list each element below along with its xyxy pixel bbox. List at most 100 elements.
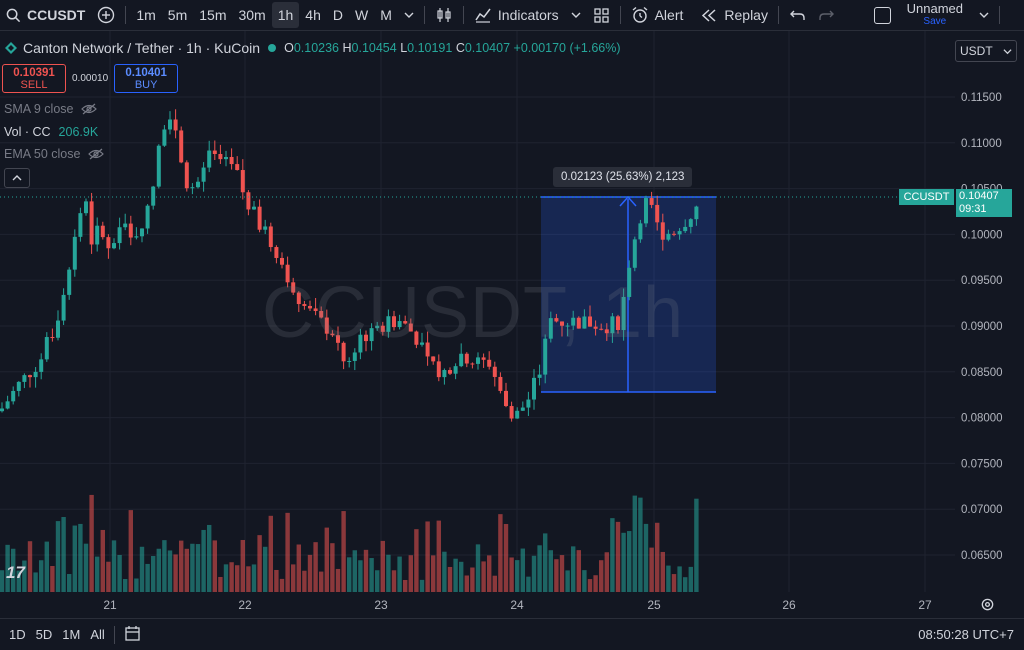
eye-off-icon[interactable] — [88, 148, 105, 160]
volume-bar — [352, 550, 357, 592]
currency-selector[interactable]: USDT — [955, 40, 1017, 62]
date-range-button[interactable] — [119, 625, 146, 645]
indicators-button[interactable]: Indicators — [468, 0, 565, 30]
layout-dropdown[interactable] — [973, 0, 995, 30]
volume-indicator[interactable]: Vol · CC 206.9K — [4, 125, 98, 139]
volume-bar — [123, 579, 128, 592]
volume-bar — [55, 521, 61, 592]
clock-time[interactable]: 08:50:28 UTC+7 — [918, 627, 1014, 642]
chart-canvas[interactable]: 0.115000.110000.105000.100000.095000.090… — [0, 31, 1024, 617]
chart-type-button[interactable] — [429, 0, 459, 30]
tradingview-logo-icon[interactable]: 17 — [6, 563, 25, 582]
interval-m[interactable]: M — [380, 7, 392, 23]
volume-bar — [296, 544, 301, 592]
candle-body — [688, 219, 693, 227]
range-1m[interactable]: 1M — [62, 627, 81, 642]
candle-body — [548, 318, 553, 339]
buy-button[interactable]: 0.10401 BUY — [114, 64, 179, 93]
volume-bar — [212, 540, 217, 592]
layout-name-button[interactable]: Unnamed Save — [897, 0, 973, 30]
candle-body — [576, 317, 581, 329]
volume-bar — [195, 544, 201, 592]
interval-4h[interactable]: 4h — [305, 7, 321, 23]
volume-value: 206.9K — [58, 125, 99, 139]
volume-bar — [520, 548, 525, 592]
price-tick-label: 0.08500 — [961, 367, 1003, 379]
volume-bar — [5, 544, 10, 592]
candle-body — [5, 401, 10, 409]
undo-button[interactable] — [783, 0, 812, 30]
candle-body — [694, 206, 699, 220]
candle-body — [313, 308, 318, 312]
price-tick-label: 0.10000 — [961, 229, 1003, 241]
chevron-down-icon — [1003, 47, 1012, 56]
range-all[interactable]: All — [90, 627, 105, 642]
volume-bar — [72, 525, 77, 592]
sell-button[interactable]: 0.10391 SELL — [2, 64, 66, 93]
volume-bar — [397, 556, 402, 592]
candle-body — [308, 305, 312, 309]
divider — [125, 6, 127, 24]
volume-bar — [302, 570, 307, 592]
interval-1m[interactable]: 1m — [136, 7, 156, 23]
time-tick-label: 24 — [510, 598, 524, 612]
layout-checkbox[interactable] — [868, 0, 897, 30]
candle-body — [117, 227, 122, 244]
time-axis[interactable]: 21 22 23 24 25 26 27 — [103, 598, 932, 612]
volume-bar — [117, 554, 122, 592]
redo-button[interactable] — [812, 0, 841, 30]
market-status-dot — [268, 44, 277, 52]
volume-bar — [660, 551, 665, 592]
interval-w[interactable]: W — [355, 7, 369, 23]
candle-body — [554, 318, 559, 322]
alert-button[interactable]: Alert — [625, 0, 690, 30]
candle-body — [212, 150, 217, 155]
replay-button[interactable]: Replay — [695, 0, 774, 30]
volume-bar — [593, 575, 598, 592]
volume-bar — [39, 560, 44, 592]
eye-off-icon[interactable] — [81, 103, 98, 115]
candle-body — [0, 408, 4, 412]
ema-indicator[interactable]: EMA 50 close — [4, 147, 105, 161]
divider — [777, 6, 779, 24]
candle-body — [431, 356, 436, 362]
candle-body — [11, 390, 16, 402]
candle-body — [347, 360, 352, 362]
candle-body — [571, 317, 576, 326]
chevron-up-icon — [12, 173, 22, 183]
sma-indicator[interactable]: SMA 9 close — [4, 102, 98, 116]
more-button[interactable] — [1004, 0, 1024, 30]
candle-body — [72, 236, 77, 270]
interval-30m[interactable]: 30m — [238, 7, 266, 23]
legend-title[interactable]: Canton Network / Tether · 1h · KuCoin — [23, 40, 261, 56]
indicators-dropdown[interactable] — [565, 0, 587, 30]
chart-settings-button[interactable] — [980, 597, 995, 617]
candle-body — [509, 406, 514, 419]
interval-dropdown[interactable] — [398, 0, 420, 30]
time-tick-label: 21 — [103, 598, 117, 612]
candle-body — [459, 353, 464, 367]
candle-body — [392, 316, 396, 328]
candle-body — [627, 267, 632, 297]
volume-bar — [604, 552, 609, 592]
templates-button[interactable] — [587, 0, 616, 30]
volume-bar — [240, 539, 245, 592]
candle-body — [358, 334, 363, 353]
symbol-search[interactable]: CCUSDT — [0, 0, 91, 30]
interval-d[interactable]: D — [332, 7, 343, 23]
range-1d[interactable]: 1D — [9, 627, 26, 642]
collapse-legend-button[interactable] — [4, 168, 30, 188]
volume-bar — [531, 555, 537, 592]
volume-bar — [565, 570, 570, 592]
range-5d[interactable]: 5D — [35, 627, 53, 642]
compare-button[interactable] — [91, 0, 121, 30]
volume-bar — [83, 543, 89, 592]
interval-1h[interactable]: 1h — [271, 2, 300, 28]
interval-15m[interactable]: 15m — [199, 7, 227, 23]
time-tick-label: 22 — [238, 598, 252, 612]
volume-bar — [16, 570, 21, 592]
price-axis[interactable]: 0.115000.110000.105000.100000.095000.090… — [961, 92, 1003, 562]
interval-5m[interactable]: 5m — [167, 7, 188, 23]
candle-body — [274, 247, 279, 258]
ohlc-values: O0.10236 H0.10454 L0.10191 C0.10407 +0.0… — [284, 41, 620, 55]
